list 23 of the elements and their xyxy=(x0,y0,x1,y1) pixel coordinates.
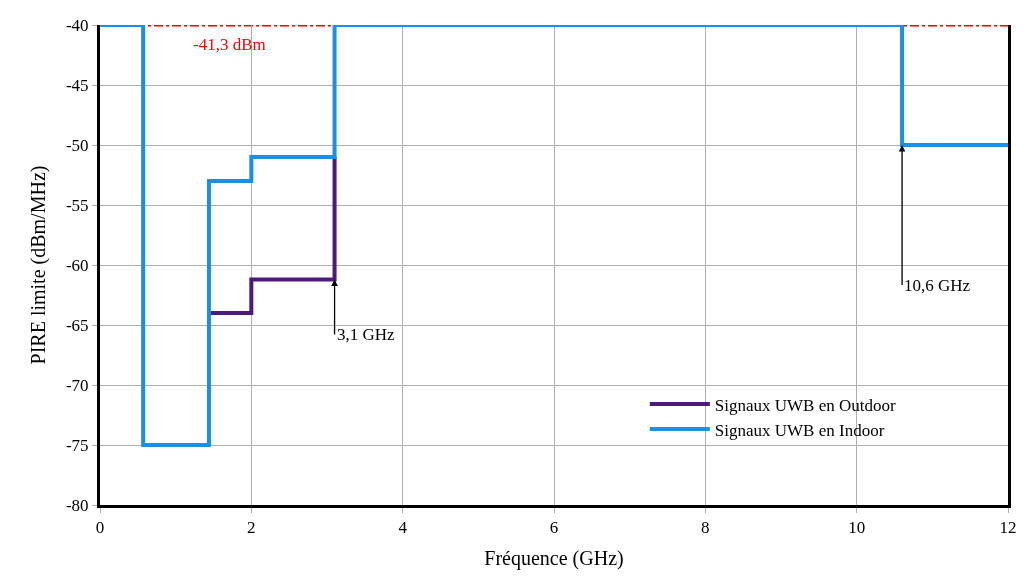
x-tick-label: 4 xyxy=(398,518,408,538)
y-tick-label: -80 xyxy=(65,495,89,515)
y-tick-label: -55 xyxy=(65,195,89,215)
x-tick-label: 12 xyxy=(999,518,1017,538)
x-tick-label: 0 xyxy=(95,518,105,538)
legend-label: Signaux UWB en Indoor xyxy=(714,420,885,440)
x-tick-label: 8 xyxy=(701,518,710,538)
annotation: 10,6 GHz xyxy=(904,276,971,295)
x-tick-label: 6 xyxy=(549,518,559,538)
y-tick-label: -50 xyxy=(65,135,89,155)
y-tick-label: -75 xyxy=(65,435,89,455)
ref-line-label: -41,3 dBm xyxy=(193,35,266,54)
y-axis-title: PIRE limite (dBm/MHz) xyxy=(27,165,51,365)
x-axis-title: Fréquence (GHz) xyxy=(484,546,624,570)
y-tick-label: -40 xyxy=(65,15,89,35)
x-tick-label: 10 xyxy=(848,518,866,538)
y-tick-label: -65 xyxy=(65,315,89,335)
y-tick-label: -60 xyxy=(65,255,89,275)
y-tick-label: -70 xyxy=(65,375,89,395)
legend-label: Signaux UWB en Outdoor xyxy=(714,395,896,415)
y-tick-label: -45 xyxy=(65,75,89,95)
annotation: 3,1 GHz xyxy=(337,325,396,344)
x-tick-label: 2 xyxy=(247,518,256,538)
